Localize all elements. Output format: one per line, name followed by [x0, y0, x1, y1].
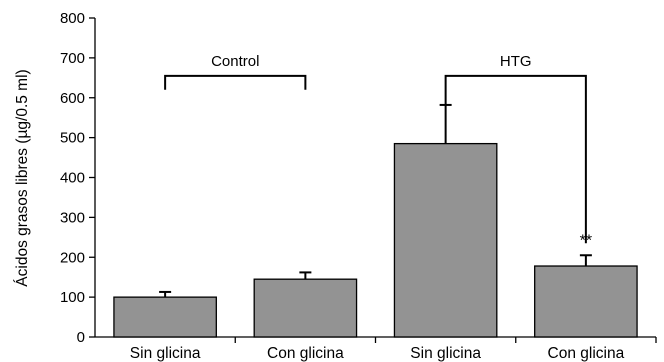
error-bars: [159, 103, 592, 298]
bar: [534, 265, 638, 338]
x-category-label: Sin glicina: [410, 345, 481, 362]
x-category-label: Sin glicina: [130, 345, 201, 362]
bar: [393, 142, 498, 338]
group-brackets: Control HTG: [164, 53, 587, 244]
y-ticks: 0 100 200 300 400 500 600 700 800: [60, 10, 95, 346]
significance-label: **: [580, 232, 592, 249]
group-label: HTG: [500, 53, 532, 70]
y-axis-title: Ácidos grasos libres (µg/0.5 ml): [14, 69, 31, 286]
y-tick-label: 100: [60, 289, 85, 306]
category-labels: Sin glicina Con glicina Sin glicina Con gli…: [130, 337, 657, 362]
x-category-label: Con glicina: [548, 345, 625, 362]
group-bracket: [164, 74, 307, 90]
significance-annotations: **: [580, 232, 592, 249]
bar: [253, 278, 358, 338]
group-bracket: [444, 74, 587, 244]
x-category-label: Con glicina: [267, 345, 344, 362]
y-tick-label: 400: [60, 170, 85, 187]
y-tick-label: 800: [60, 10, 85, 27]
group-label: Control: [211, 53, 259, 70]
bars: [113, 142, 638, 338]
bar: [113, 296, 217, 338]
y-tick-label: 500: [60, 130, 85, 147]
y-tick-label: 300: [60, 209, 85, 226]
y-tick-label: 200: [60, 249, 85, 266]
y-tick-label: 600: [60, 90, 85, 107]
y-tick-label: 0: [77, 329, 85, 346]
y-tick-label: 700: [60, 50, 85, 67]
